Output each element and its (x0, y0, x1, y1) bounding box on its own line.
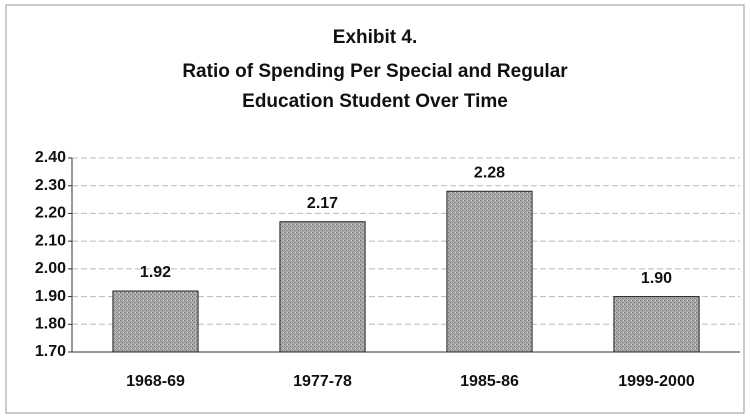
x-tick-label: 1977-78 (293, 373, 352, 390)
y-tick-label: 1.90 (35, 288, 66, 305)
chart-subtitle: Education Student Over Time (242, 91, 508, 112)
value-label: 1.92 (140, 264, 171, 281)
y-tick-label: 2.10 (35, 232, 66, 249)
x-tick-label: 1968-69 (126, 373, 185, 390)
y-tick-label: 2.00 (35, 260, 66, 277)
x-tick-label: 1999-2000 (618, 373, 695, 390)
bar (613, 296, 700, 353)
bar (446, 190, 533, 353)
y-tick-label: 1.70 (35, 343, 66, 360)
y-tick-label: 2.20 (35, 205, 66, 222)
value-label: 2.28 (474, 164, 505, 181)
bar (279, 221, 366, 353)
chart-title: Exhibit 4. (333, 27, 417, 48)
bar (112, 290, 199, 353)
y-tick-label: 2.40 (35, 149, 66, 166)
y-tick-label: 1.80 (35, 316, 66, 333)
chart-subtitle: Ratio of Spending Per Special and Regula… (182, 61, 568, 82)
value-label: 2.17 (307, 195, 338, 212)
chart-border (5, 4, 745, 414)
x-tick-label: 1985-86 (460, 373, 519, 390)
value-label: 1.90 (641, 270, 672, 287)
y-tick-label: 2.30 (35, 177, 66, 194)
